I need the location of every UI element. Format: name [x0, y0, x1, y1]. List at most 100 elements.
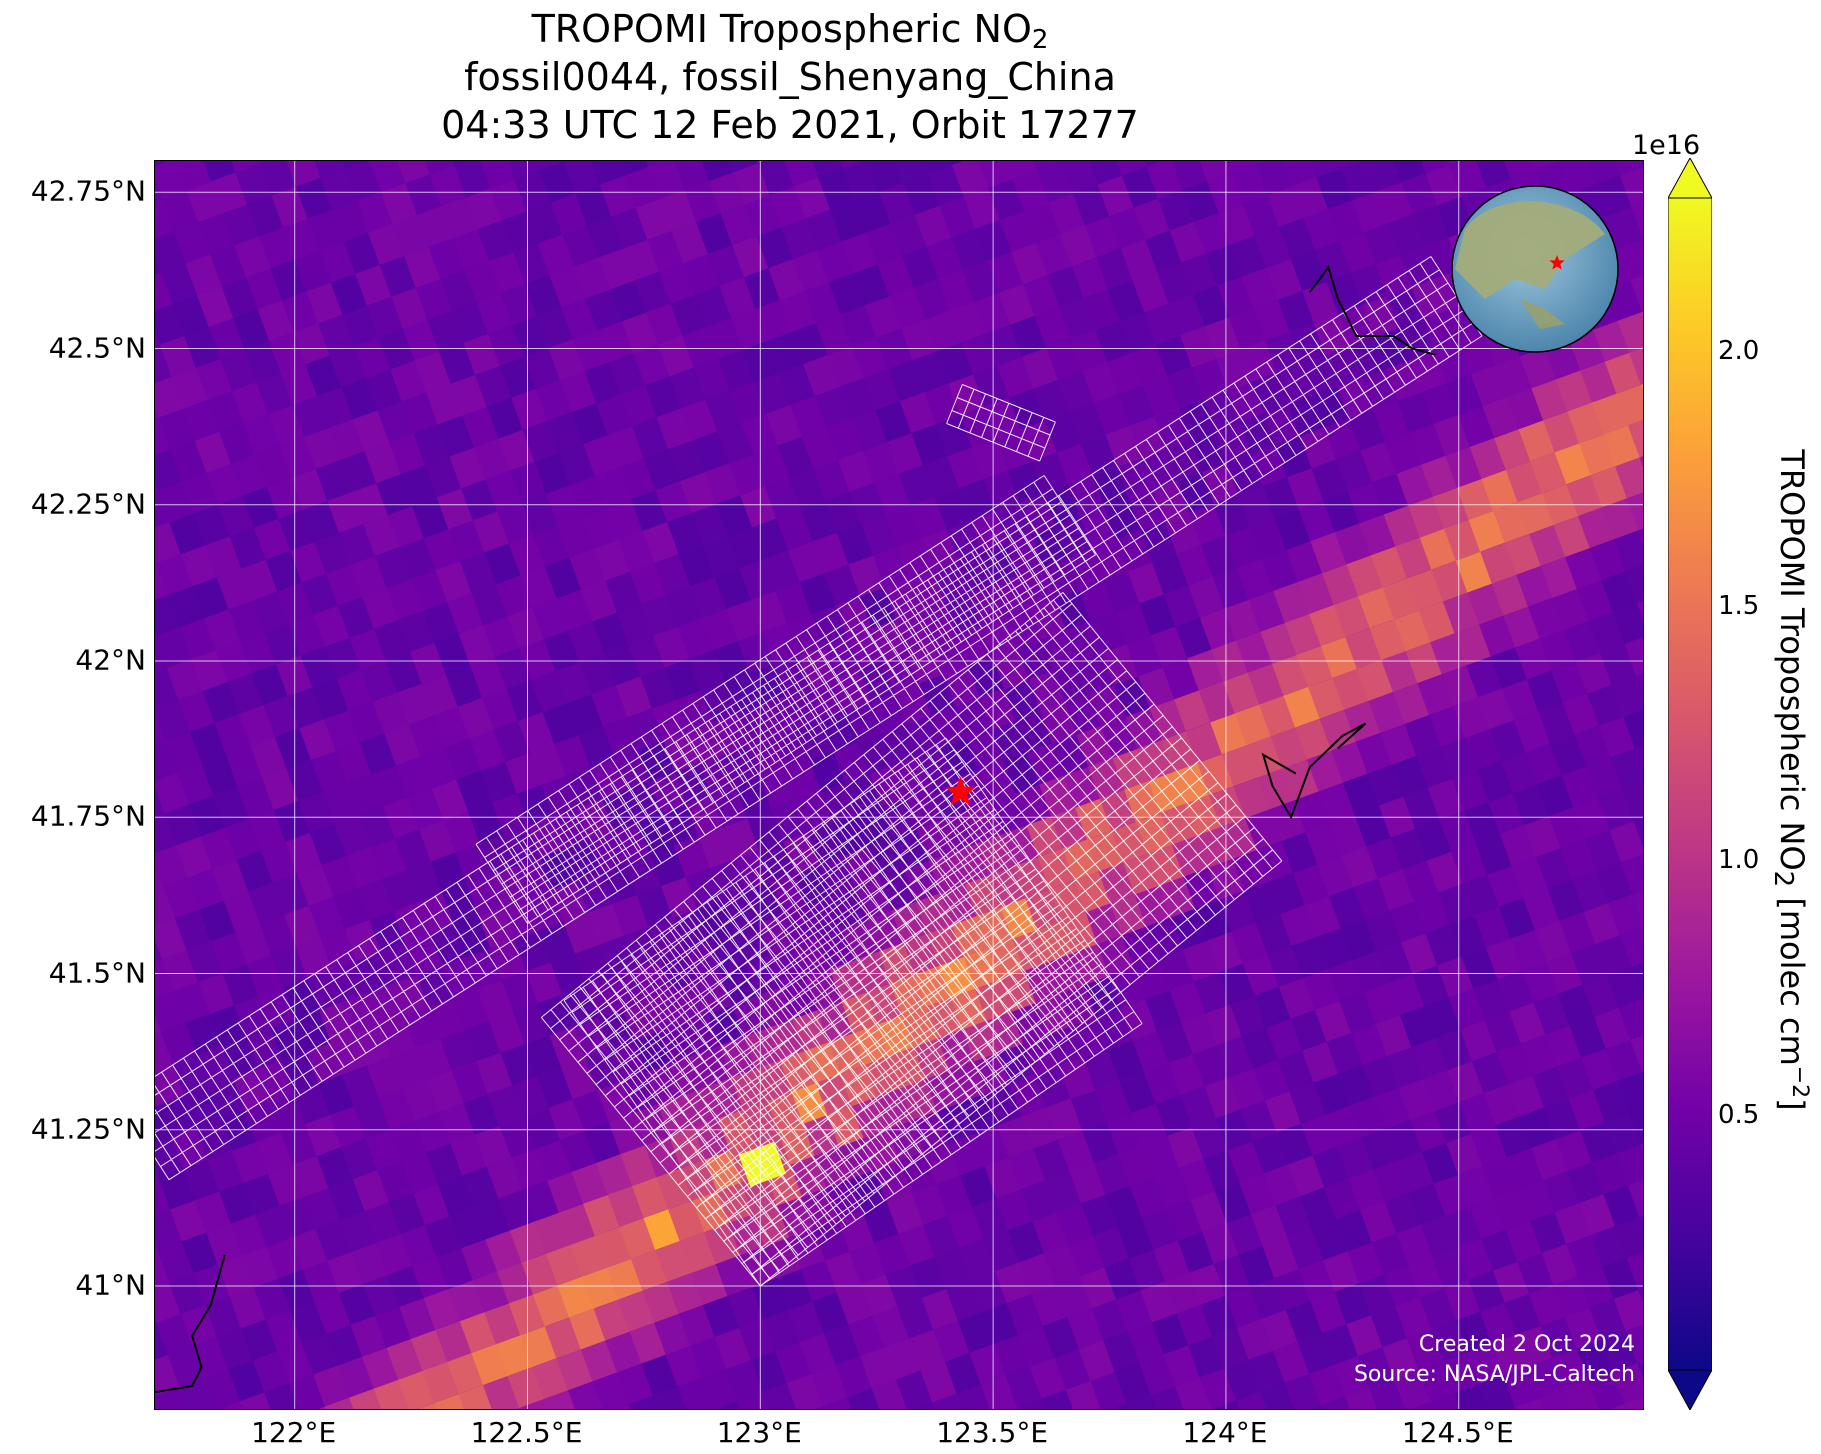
no2-pixel: [587, 161, 626, 185]
no2-pixel: [1583, 161, 1622, 185]
coastline-segment: [1261, 722, 1367, 820]
no2-pixel: [672, 161, 711, 191]
no2-pixel: [1629, 1103, 1643, 1145]
no2-pixel: [1498, 161, 1537, 179]
no2-pixel: [1626, 488, 1643, 531]
footprint-cell-lines: [155, 256, 1483, 1181]
colorbar: [1668, 158, 1712, 1410]
no2-pixel: [916, 161, 954, 174]
no2-pixel: [191, 1409, 229, 1410]
footprint-cell-lines: [946, 384, 1056, 462]
star-icon: [1549, 255, 1565, 270]
no2-pixel: [418, 161, 457, 175]
coastline-segment: [1308, 265, 1436, 356]
no2-pixel: [1631, 197, 1643, 240]
no2-pixel: [1085, 161, 1124, 185]
lat-tick-label: 41.5°N: [48, 956, 146, 989]
no2-pixel: [1624, 634, 1643, 676]
no2-pixel: [174, 161, 213, 191]
no2-pixel: [369, 161, 408, 193]
no2-pixel: [721, 161, 760, 173]
footprint-swath-4: [541, 592, 1283, 1287]
no2-pixel: [1643, 230, 1644, 272]
colorbar-tick-label: 1.5: [1718, 590, 1760, 621]
no2-pixel: [1631, 957, 1643, 1000]
lat-tick-label: 42.5°N: [48, 331, 146, 364]
map-panel: Created 2 Oct 2024 Source: NASA/JPL-Calt…: [154, 160, 1644, 1410]
no2-pixel: [697, 161, 736, 182]
no2-pixel: [1219, 161, 1258, 173]
no2-pixel: [806, 161, 845, 178]
no2-pixel: [1616, 384, 1643, 426]
lat-tick-label: 41.25°N: [30, 1112, 146, 1146]
footprint-swath-1: [155, 256, 1483, 1181]
no2-pixel: [1170, 161, 1209, 190]
no2-map: [155, 161, 1644, 1410]
lon-tick-label: 122°E: [251, 1416, 337, 1449]
footprint-swath-3: [946, 384, 1056, 462]
lat-tick-label: 42.75°N: [30, 174, 146, 208]
coastline: [155, 265, 1436, 1394]
no2-pixel: [1617, 311, 1643, 353]
no2-pixel: [308, 161, 347, 178]
no2-pixel: [1280, 161, 1319, 187]
footprint-swath-5: [563, 737, 1143, 1287]
no2-pixel: [1618, 998, 1643, 1040]
no2-pixel: [503, 161, 541, 180]
lat-tick-label: 41.75°N: [30, 799, 146, 833]
target-footprints: [155, 256, 1483, 1287]
no2-pixel: [1365, 161, 1404, 192]
no2-pixel: [1110, 161, 1149, 176]
no2-pixel: [1632, 884, 1643, 927]
lon-tick-label: 124.5°E: [1401, 1416, 1514, 1449]
no2-pixel: [1622, 780, 1643, 822]
no2-pixel: [976, 161, 1015, 189]
no2-pixel: [1629, 343, 1643, 385]
globe-land: [1520, 299, 1565, 329]
footprint-cell-lines: [541, 592, 1283, 1287]
no2-pixel: [1389, 161, 1428, 183]
no2-pixel: [1615, 456, 1643, 499]
no2-pixel: [1619, 165, 1643, 208]
credit-source: Source: NASA/JPL-Caltech: [1353, 1362, 1635, 1387]
no2-pixel: [1474, 161, 1513, 188]
lon-tick-label: 123°E: [716, 1416, 802, 1449]
footprint-cell-lines: [475, 475, 1097, 924]
no2-pixel: [1618, 238, 1643, 281]
no2-pixel: [1626, 1248, 1643, 1291]
no2-pixel: [1195, 161, 1234, 181]
footprint-swath-2: [475, 475, 1097, 924]
chart-subtitle-time: 04:33 UTC 12 Feb 2021, Orbit 17277: [441, 103, 1139, 147]
no2-pixel: [1304, 161, 1343, 178]
no2-pixel: [1625, 1321, 1643, 1364]
lat-tick-label: 42°N: [75, 643, 146, 677]
no2-pixel: [1617, 1071, 1643, 1113]
chart-title: TROPOMI Tropospheric NO2: [531, 7, 1049, 55]
no2-pixel: [612, 161, 651, 176]
no2-pixel: [284, 161, 323, 187]
colorbar-tick-label: 1.0: [1718, 845, 1760, 876]
no2-pixel: [1625, 561, 1643, 604]
colorbar-extend-max: [1668, 158, 1712, 199]
no2-pixel: [393, 161, 432, 184]
no2-pixel: [1627, 416, 1643, 458]
globe-land: [1455, 201, 1605, 299]
no2-pixel: [199, 161, 238, 182]
colorbar-tick-label: 2.0: [1718, 335, 1760, 366]
credit-created: Created 2 Oct 2024: [1418, 1332, 1635, 1357]
no2-pixel: [1616, 1144, 1643, 1186]
no2-pixel: [867, 161, 906, 192]
no2-pixel: [478, 161, 517, 189]
lat-tick-label: 42.25°N: [30, 487, 146, 521]
no2-pixel: [223, 161, 262, 173]
lon-tick-label: 122.5°E: [470, 1416, 583, 1449]
no2-pixel: [1413, 161, 1452, 174]
no2-pixel: [1627, 1175, 1643, 1218]
no2-pixel: [1630, 1030, 1643, 1072]
globe-icon: [1451, 185, 1619, 353]
footprint-cell-lines: [563, 737, 1143, 1287]
no2-pixel: [891, 161, 930, 183]
site-marker: [945, 776, 976, 806]
lon-tick-label: 123.5°E: [936, 1416, 1049, 1449]
no2-pixel: [1630, 270, 1643, 313]
